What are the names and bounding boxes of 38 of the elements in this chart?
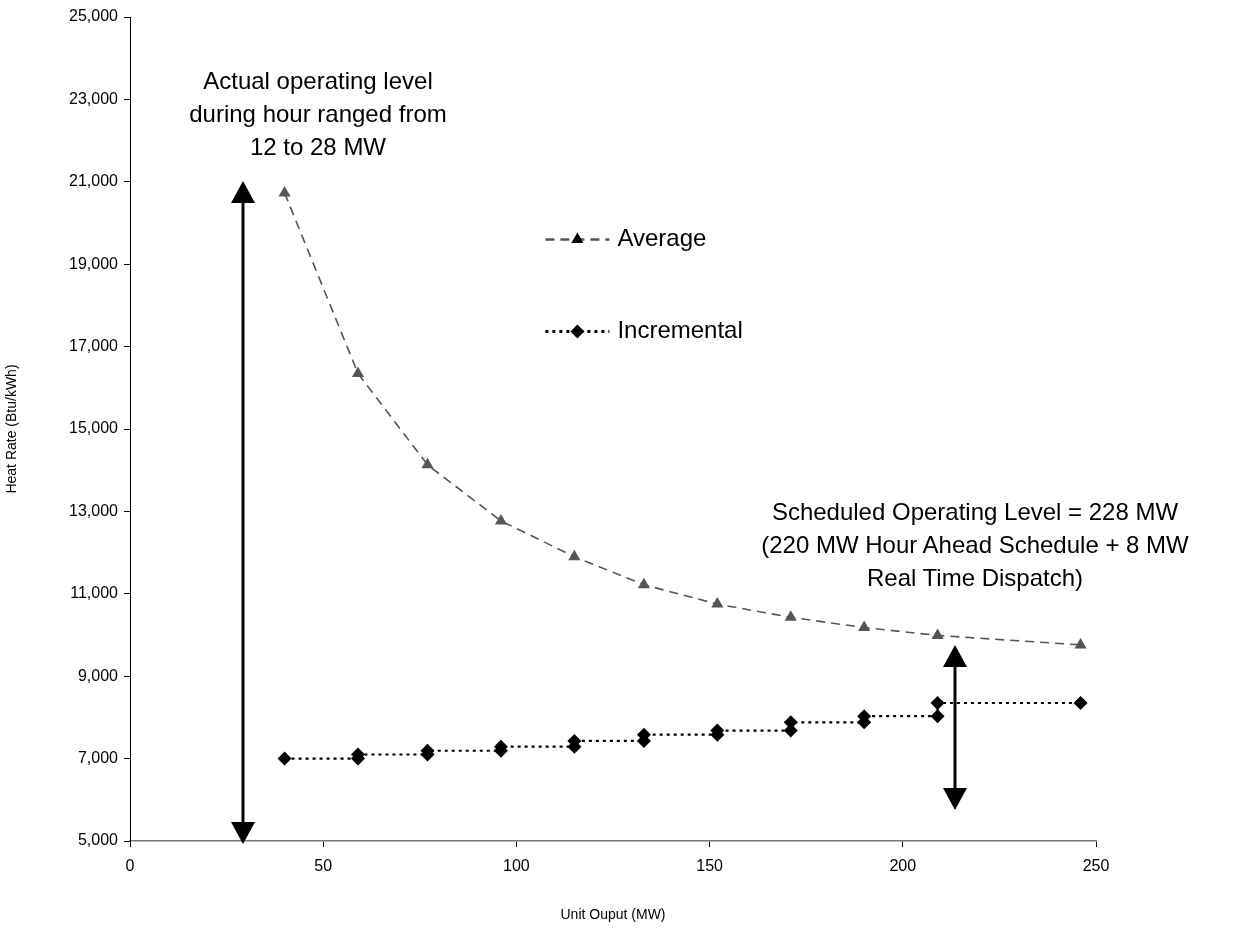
y-tick-label: 23,000: [69, 89, 119, 107]
y-tick-label: 15,000: [69, 419, 119, 437]
y-tick-label: 21,000: [69, 172, 119, 190]
annotation: Scheduled Operating Level = 228 MW (220 MW Hour Ahead Schedule + 8 MW Real Time Dispatch): [760, 497, 1190, 593]
x-tick-label: 0: [125, 857, 135, 875]
point: [1074, 637, 1087, 649]
point: [568, 549, 581, 561]
y-tick-label: 7,000: [77, 749, 119, 767]
point: [1073, 695, 1088, 710]
y-tick-label: 25,000: [69, 7, 119, 25]
y-tick-label: 13,000: [69, 501, 119, 519]
point: [421, 457, 434, 469]
annotation: Actual operating level during hour ranged from 12 to 28 MW: [188, 66, 448, 162]
y-axis-title: Heat Rate (Btu/kWh): [3, 364, 20, 494]
x-axis-title: Unit Ouput (MW): [560, 906, 666, 923]
y-tick-label: 11,000: [70, 584, 119, 602]
point: [277, 751, 292, 766]
point: [351, 366, 365, 377]
point: [637, 577, 650, 589]
x-tick-label: 150: [696, 857, 724, 875]
legend-label: Average: [617, 224, 707, 252]
x-tick-label: 100: [503, 857, 530, 875]
y-tick-label: 19,000: [69, 254, 119, 272]
point: [930, 695, 945, 710]
legend-label: Incremental: [617, 316, 743, 344]
y-tick-label: 9,000: [77, 666, 119, 684]
y-tick-label: 17,000: [69, 337, 119, 355]
x-tick-label: 50: [314, 857, 333, 875]
x-tick-label: 250: [1082, 857, 1110, 875]
point: [931, 628, 944, 639]
x-tick-label: 200: [889, 857, 917, 875]
point: [711, 597, 724, 608]
point: [858, 620, 871, 632]
point: [278, 185, 291, 197]
point: [494, 513, 508, 525]
point: [784, 610, 797, 621]
point: [930, 709, 945, 724]
y-tick-label: 5,000: [77, 831, 119, 849]
